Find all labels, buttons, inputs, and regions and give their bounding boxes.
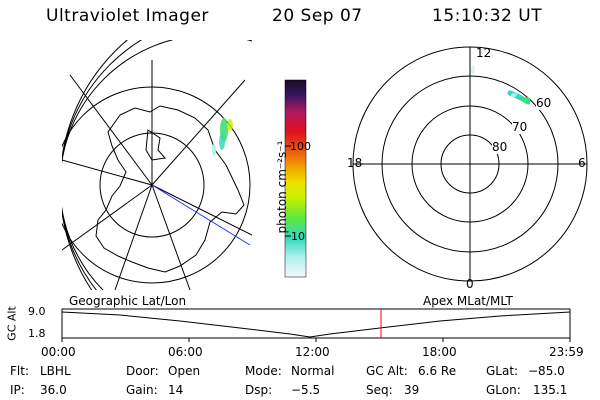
- mlat-circle-60: [381, 75, 559, 253]
- mlat-label-70: 70: [512, 120, 528, 134]
- colorbar-tick-10: 10: [291, 230, 305, 243]
- seq-value: 39: [404, 383, 420, 397]
- gain-value: 14: [168, 383, 184, 397]
- mlat-label-80: 80: [492, 140, 508, 154]
- door-value: Open: [168, 364, 201, 378]
- mode-label: Mode:: [245, 364, 282, 378]
- glon-label: GLon:: [486, 383, 521, 397]
- glat-label: GLat:: [486, 364, 519, 378]
- app-title: Ultraviolet Imager: [46, 6, 209, 26]
- mlat-circle-50: [352, 46, 588, 282]
- gcalt-label: GC Alt:: [366, 364, 408, 378]
- mlt-label-18: 18: [347, 156, 363, 170]
- gcalt-value: 6.6 Re: [418, 364, 457, 378]
- dsp-label: Dsp:: [245, 383, 273, 397]
- dsp-value: −5.5: [291, 383, 321, 397]
- ip-label: IP:: [10, 383, 25, 397]
- colorbar-unit-label: photon cm⁻²s⁻¹: [275, 140, 289, 234]
- timeline-ytick-bottom: 1.8: [28, 327, 46, 340]
- gc-alt-curve: [61, 311, 571, 338]
- timeline-ytick-top: 9.0: [28, 305, 46, 318]
- auroral-emission: [212, 118, 233, 156]
- glat-value: −85.0: [528, 364, 565, 378]
- earth-limb: [62, 86, 251, 284]
- timeline-left-label: Geographic Lat/Lon: [69, 294, 187, 308]
- glon-value: 135.1: [533, 383, 568, 397]
- coastline: [95, 105, 245, 273]
- mode-value: Normal: [291, 364, 335, 378]
- timeline-xtick-1200: 12:00: [295, 345, 330, 359]
- time-label: 15:10:32 UT: [432, 6, 543, 26]
- satellite-track: [151, 184, 251, 246]
- timeline-xtick-2359: 23:59: [549, 345, 584, 359]
- timeline-xtick-0600: 06:00: [168, 345, 203, 359]
- gain-label: Gain:: [126, 383, 158, 397]
- mlat-circle-70: [411, 105, 529, 223]
- latitude-circle: [99, 132, 205, 238]
- ip-value: 36.0: [40, 383, 67, 397]
- mlat-circle-80: [440, 134, 500, 194]
- timeline-xtick-1800: 18:00: [422, 345, 457, 359]
- door-label: Door:: [126, 364, 159, 378]
- colorbar-tick-100: 100: [290, 140, 311, 153]
- polar-auroral-emission: [471, 65, 531, 105]
- mlt-label-12: 12: [476, 46, 492, 60]
- mlt-label-6: 6: [578, 156, 586, 170]
- date-label: 20 Sep 07: [272, 6, 363, 26]
- timeline-right-label: Apex MLat/MLT: [423, 294, 513, 308]
- seq-label: Seq:: [366, 383, 393, 397]
- timeline-axis-label: GC Alt: [5, 306, 19, 341]
- mlt-label-0: 0: [466, 277, 474, 291]
- flt-label: Flt:: [10, 364, 29, 378]
- flt-value: LBHL: [40, 364, 71, 378]
- timeline-xtick-0000: 00:00: [41, 345, 76, 359]
- mlat-label-60: 60: [536, 96, 552, 110]
